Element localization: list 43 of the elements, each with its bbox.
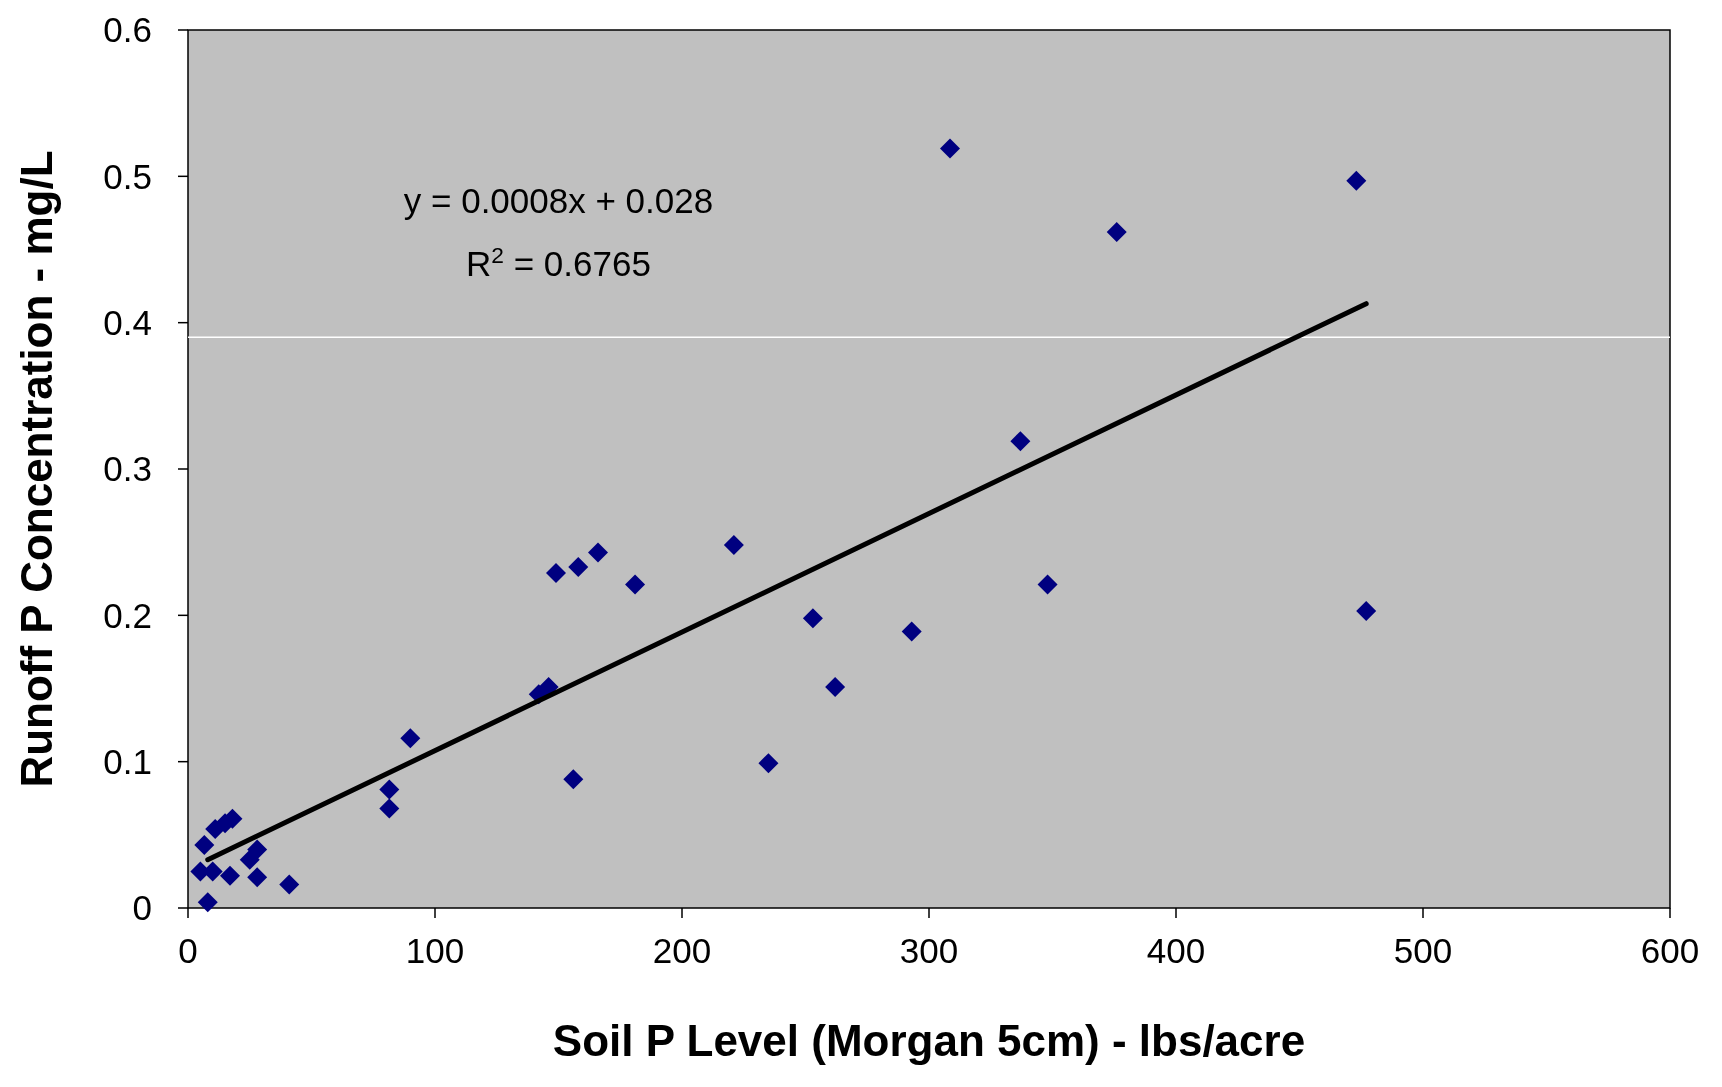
point (1010, 431, 1031, 452)
point (197, 892, 218, 913)
point (563, 769, 584, 790)
point (723, 535, 744, 556)
point (825, 677, 846, 698)
annotation: y = 0.0008x + 0.028 (403, 180, 714, 220)
point (194, 835, 215, 856)
point (568, 557, 589, 578)
point (546, 562, 567, 583)
point (247, 839, 268, 860)
y-tick-label: 0.6 (103, 10, 152, 50)
x-tick-label: 200 (652, 931, 712, 970)
y-tick-label: 0.1 (103, 741, 152, 781)
point (625, 574, 646, 595)
x-tick-label: 0 (178, 931, 198, 970)
point (758, 753, 779, 774)
point (1106, 221, 1127, 242)
x-tick-label: 100 (405, 931, 465, 970)
point (247, 867, 268, 888)
point (1346, 170, 1367, 191)
y-tick-label: 0 (132, 888, 152, 928)
x-tick-label: 600 (1640, 931, 1700, 970)
y-tick-label: 0.4 (103, 302, 152, 342)
y-tick-label: 0.5 (103, 156, 152, 196)
point (379, 779, 400, 800)
x-tick-label: 500 (1393, 931, 1453, 970)
point (400, 728, 421, 749)
point (1356, 600, 1377, 621)
point (588, 542, 609, 563)
y-axis-title: Runoff P Concentration - mg/L (12, 150, 61, 788)
x-tick-label: 400 (1146, 931, 1206, 970)
point (379, 798, 400, 819)
x-axis-title: Soil P Level (Morgan 5cm) - lbs/acre (552, 1016, 1306, 1065)
point (901, 621, 922, 642)
point (940, 138, 960, 159)
point (219, 865, 240, 886)
y-tick-label: 0.3 (103, 449, 152, 489)
point (1037, 574, 1058, 595)
y-tick-label: 0.2 (103, 595, 152, 635)
point (279, 874, 300, 895)
x-tick-label: 300 (899, 931, 959, 970)
annotation: R$^{2}$ = 0.6765 (466, 241, 651, 283)
point (802, 608, 823, 629)
